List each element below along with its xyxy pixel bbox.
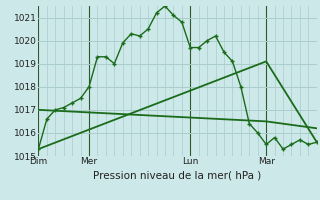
X-axis label: Pression niveau de la mer( hPa ): Pression niveau de la mer( hPa ): [93, 171, 262, 181]
